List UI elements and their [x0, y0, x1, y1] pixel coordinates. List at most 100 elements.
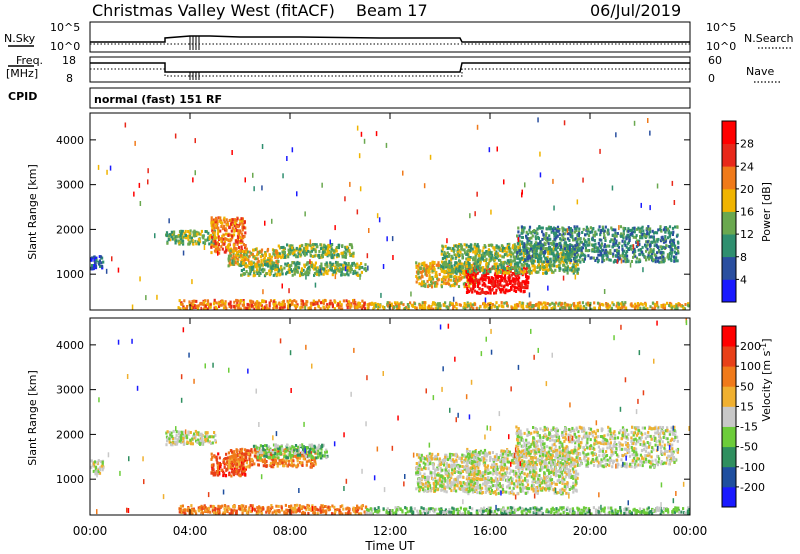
power-echo-cell	[478, 264, 481, 268]
power-echo-cell	[684, 303, 687, 306]
power-echo-cell	[409, 301, 412, 305]
power-echo-cell	[576, 269, 579, 273]
power-echo-cell	[671, 239, 674, 243]
power-echo-cell	[615, 241, 618, 245]
noise-panel: N.Sky 10^5 10^0 10^5 10^0 N.Search	[4, 21, 794, 53]
power-colorbar-swatch	[722, 121, 736, 144]
power-echo-cell	[464, 304, 467, 308]
velocity-echo-cell	[242, 462, 245, 465]
power-echo-cell	[552, 306, 555, 310]
power-echo-cell	[184, 233, 187, 237]
velocity-echo-cell	[97, 470, 100, 473]
power-echo-cell	[549, 225, 552, 229]
power-echo-cell	[235, 304, 238, 308]
power-echo-cell	[300, 271, 303, 275]
power-echo-cell	[454, 257, 457, 260]
power-echo-cell	[418, 303, 422, 307]
power-echo-speck	[490, 209, 492, 215]
power-echo-cell	[644, 255, 647, 259]
power-echo-cell	[461, 275, 464, 279]
power-echo-cell	[360, 305, 363, 309]
velocity-echo-cell	[233, 467, 236, 471]
power-echo-cell	[446, 307, 450, 310]
power-echo-cell	[215, 224, 218, 228]
velocity-echo-cell	[170, 431, 173, 435]
power-echo-cell	[490, 267, 493, 271]
power-echo-cell	[515, 269, 518, 273]
power-echo-cell	[585, 225, 588, 229]
power-echo-cell	[437, 266, 440, 270]
power-echo-cell	[564, 228, 567, 232]
power-echo-cell	[242, 236, 245, 240]
power-echo-cell	[211, 229, 214, 233]
power-echo-cell	[182, 235, 185, 239]
power-echo-cell	[260, 268, 263, 272]
power-echo-cell	[257, 252, 260, 256]
power-echo-cell	[242, 223, 245, 227]
power-echo-cell	[258, 250, 261, 254]
power-echo-cell	[616, 243, 619, 247]
power-echo-cell	[174, 241, 177, 245]
power-echo-cell	[485, 272, 488, 275]
power-echo-cell	[607, 305, 611, 309]
power-echo-cell	[291, 252, 294, 255]
power-echo-cell	[493, 291, 496, 295]
power-echo-cell	[487, 291, 490, 295]
power-echo-cell	[509, 262, 513, 266]
power-echo-cell	[561, 226, 564, 230]
power-echo-cell	[621, 305, 624, 309]
power-echo-cell	[102, 260, 105, 264]
velocity-echo-cell	[294, 454, 297, 458]
power-echo-cell	[346, 268, 349, 272]
power-echo-cell	[536, 270, 539, 274]
power-echo-cell	[602, 231, 605, 235]
velocity-echo-cell	[93, 460, 97, 464]
power-echo-cell	[544, 247, 547, 251]
power-echo-cell	[554, 231, 557, 235]
power-echo-cell	[534, 237, 538, 241]
power-echo-cell	[483, 282, 486, 285]
power-echo-speck	[632, 244, 635, 250]
power-echo-cell	[211, 235, 214, 239]
power-echo-cell	[573, 247, 576, 251]
velocity-echo-cell	[210, 442, 213, 445]
power-echo-cell	[639, 306, 642, 310]
power-colorbar-swatch	[722, 256, 736, 280]
power-echo-cell	[642, 229, 645, 233]
power-echo-cell	[243, 234, 246, 238]
power-echo-cell	[596, 249, 599, 253]
power-echo-cell	[263, 268, 266, 272]
velocity-echo-cell	[189, 431, 192, 434]
power-echo-cell	[343, 250, 346, 254]
power-echo-cell	[455, 271, 458, 275]
power-echo-cell	[514, 277, 517, 281]
power-echo-cell	[242, 257, 245, 261]
power-echo-cell	[317, 253, 321, 257]
power-echo-cell	[490, 243, 493, 247]
power-echo-cell	[583, 257, 586, 261]
power-echo-cell	[421, 261, 424, 265]
power-echo-cell	[525, 243, 528, 247]
power-echo-cell	[513, 289, 516, 293]
power-echo-cell	[630, 304, 633, 308]
power-echo-cell	[188, 231, 191, 235]
power-echo-cell	[248, 307, 251, 310]
power-echo-cell	[542, 271, 545, 275]
power-echo-cell	[249, 272, 252, 276]
power-echo-cell	[531, 264, 534, 268]
power-echo-cell	[237, 254, 240, 257]
power-echo-cell	[566, 232, 570, 236]
power-echo-speck	[375, 131, 378, 137]
velocity-echo-cell	[214, 471, 217, 475]
velocity-echo-cell	[222, 461, 225, 464]
power-echo-cell	[381, 305, 384, 309]
power-echo-cell	[598, 253, 601, 257]
power-echo-cell	[278, 252, 281, 256]
power-echo-cell	[651, 240, 654, 244]
power-echo-cell	[193, 304, 197, 308]
power-echo-cell	[442, 275, 445, 279]
power-echo-cell	[503, 274, 507, 277]
velocity-echo-cell	[184, 436, 187, 440]
power-echo-cell	[522, 271, 525, 275]
velocity-echo-cell	[96, 471, 99, 475]
